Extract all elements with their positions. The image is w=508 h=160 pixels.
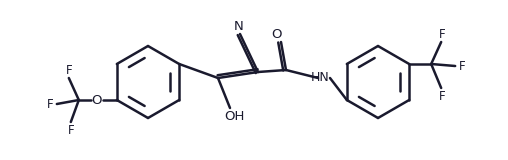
Text: F: F bbox=[47, 97, 53, 111]
Text: O: O bbox=[272, 28, 282, 40]
Text: N: N bbox=[234, 20, 244, 32]
Text: F: F bbox=[459, 60, 465, 72]
Text: OH: OH bbox=[224, 109, 244, 123]
Text: HN: HN bbox=[310, 71, 329, 84]
Text: O: O bbox=[91, 93, 102, 107]
Text: F: F bbox=[439, 28, 446, 40]
Text: F: F bbox=[68, 124, 74, 136]
Text: F: F bbox=[439, 89, 446, 103]
Text: F: F bbox=[66, 64, 72, 76]
